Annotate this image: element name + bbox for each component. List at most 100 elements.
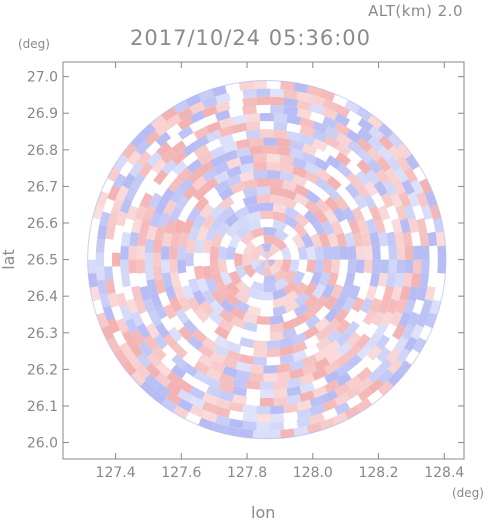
radar-cell <box>114 154 129 171</box>
radar-cell <box>294 184 310 198</box>
radar-cell <box>377 145 393 162</box>
radar-cell <box>111 198 124 214</box>
radar-cell <box>312 121 328 134</box>
radar-cell <box>313 209 329 225</box>
radar-cell <box>202 337 218 352</box>
radar-cell <box>289 139 305 152</box>
radar-cell <box>282 318 298 331</box>
radar-cell <box>205 385 222 399</box>
radar-cell <box>198 344 214 359</box>
radar-cell <box>374 218 386 234</box>
radar-cell <box>245 121 261 131</box>
radar-cell <box>332 411 349 426</box>
radar-cell <box>234 299 250 313</box>
radar-cell <box>193 144 210 159</box>
radar-cell <box>332 206 347 223</box>
y-tick-label: 26.0 <box>27 436 58 452</box>
radar-cell <box>201 289 216 305</box>
radar-cell <box>217 259 228 274</box>
radar-cell <box>209 360 226 374</box>
radar-cell <box>149 291 162 308</box>
radar-cell <box>325 340 341 355</box>
radar-cell <box>389 311 403 327</box>
radar-cell <box>175 195 190 211</box>
radar-cell <box>202 96 218 109</box>
radar-cell <box>96 191 109 207</box>
radar-cell <box>361 232 372 247</box>
radar-cell <box>139 285 151 302</box>
radar-cell <box>336 162 352 178</box>
radar-cell <box>309 94 325 107</box>
radar-cell <box>224 212 239 228</box>
radar-cell <box>119 342 134 358</box>
radar-cell <box>348 284 361 301</box>
radar-cell <box>334 401 351 416</box>
radar-cell <box>355 170 371 186</box>
y-tick-label: 26.3 <box>27 326 58 342</box>
radar-cell <box>169 245 179 260</box>
radar-cell <box>412 259 422 274</box>
radar-cell <box>269 314 285 325</box>
radar-cell <box>362 193 377 210</box>
radar-cell <box>416 311 429 328</box>
radar-cell <box>239 154 254 166</box>
radar-cell <box>269 322 285 333</box>
radar-cell <box>173 405 190 420</box>
radar-cell <box>235 138 251 150</box>
y-tick-label: 26.6 <box>27 216 58 232</box>
radar-cell <box>161 232 173 247</box>
radar-cell <box>226 165 242 179</box>
radar-cell <box>286 131 302 142</box>
radar-cell <box>182 142 198 157</box>
radar-cell <box>283 105 299 117</box>
radar-cell <box>189 395 206 409</box>
radar-cell <box>324 379 341 393</box>
radar-cell <box>419 231 429 247</box>
radar-cell <box>139 192 153 209</box>
radar-cell <box>151 345 167 361</box>
radar-cell <box>208 310 224 326</box>
radar-cell <box>153 334 168 350</box>
radar-cell <box>185 252 194 267</box>
radar-cell <box>339 245 349 260</box>
radar-cell <box>304 304 320 320</box>
radar-cell <box>171 354 187 369</box>
y-tick-label: 26.9 <box>27 106 58 122</box>
radar-cell <box>309 395 326 408</box>
radar-cell <box>387 370 403 387</box>
radar-cell <box>161 397 178 413</box>
radar-cell <box>283 269 297 284</box>
radar-cell <box>188 226 200 242</box>
radar-cell <box>234 290 250 304</box>
radar-cell <box>198 417 214 430</box>
radar-cell <box>386 298 399 315</box>
radar-cell <box>347 245 357 260</box>
radar-cell <box>330 259 341 274</box>
radar-cell <box>286 114 302 126</box>
radar-cell <box>135 363 151 380</box>
radar-cell <box>377 272 389 288</box>
radar-cell <box>435 231 446 247</box>
radar-cell <box>263 145 278 155</box>
radar-cell <box>120 245 129 260</box>
radar-cell <box>421 204 433 221</box>
radar-cell <box>177 245 187 260</box>
radar-cell <box>398 191 412 208</box>
radar-cell <box>326 175 342 191</box>
radar-cell <box>253 153 267 163</box>
radar-cell <box>121 173 136 190</box>
radar-cell <box>293 82 309 94</box>
radar-cell <box>242 178 258 190</box>
radar-cell <box>252 348 267 358</box>
radar-cell <box>182 362 198 378</box>
radar-cell <box>342 206 356 223</box>
radar-cell <box>403 167 418 183</box>
radar-cell <box>144 130 161 146</box>
radar-cell <box>296 399 312 412</box>
radar-cell <box>126 353 142 369</box>
radar-cell <box>335 362 352 378</box>
radar-cell <box>388 245 398 260</box>
radar-cell <box>403 204 416 220</box>
radar-cell <box>373 180 388 197</box>
